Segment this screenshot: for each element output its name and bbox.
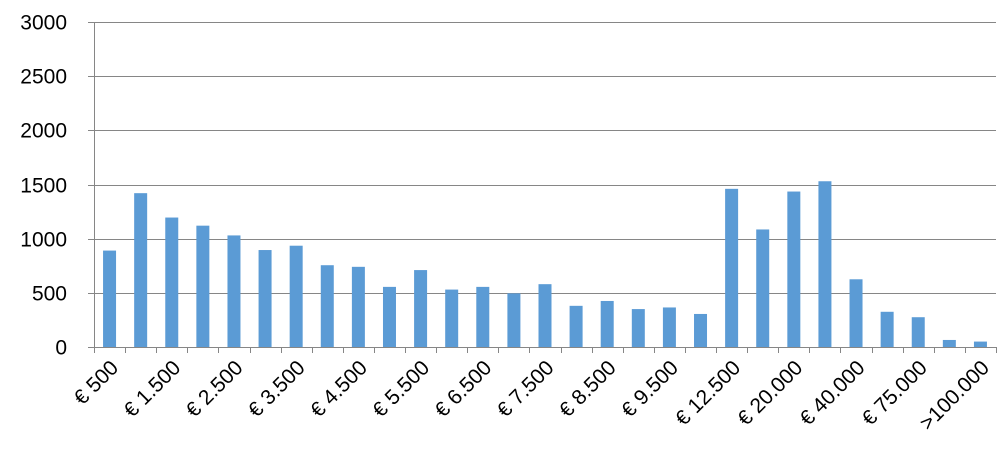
bar — [631, 309, 645, 347]
bar — [569, 305, 583, 347]
gridlines — [94, 22, 996, 294]
y-tick-label: 2000 — [20, 120, 67, 143]
y-tick-label: 2500 — [20, 66, 67, 89]
bar — [289, 245, 303, 347]
x-tick-label: € 1.500 — [119, 356, 185, 422]
x-axis-labels: € 500€ 1.500€ 2.500€ 3.500€ 4.500€ 5.500… — [70, 356, 994, 435]
bar — [414, 270, 428, 347]
bar — [942, 339, 956, 347]
y-tick-label: 1000 — [20, 229, 67, 252]
y-tick-label: 500 — [32, 283, 67, 306]
x-tick-label: € 500 — [70, 356, 123, 409]
x-tick-label: € 7.500 — [493, 356, 559, 422]
bar — [165, 217, 179, 347]
bar — [351, 266, 365, 347]
bar — [787, 191, 801, 347]
bar — [196, 225, 210, 347]
bar — [849, 279, 863, 347]
bar — [445, 289, 459, 347]
bar — [134, 193, 148, 347]
x-tick-label: € 5.500 — [368, 356, 434, 422]
bar — [538, 284, 552, 347]
bar — [258, 250, 272, 347]
y-tick-label: 0 — [55, 337, 67, 360]
bar — [320, 265, 334, 347]
bar — [725, 188, 739, 347]
x-tick-label: € 4.500 — [306, 356, 372, 422]
bars — [103, 181, 987, 348]
bar — [694, 313, 708, 347]
bar — [818, 181, 832, 347]
x-tick-label: € 6.500 — [431, 356, 497, 422]
bar — [662, 307, 676, 347]
axes — [94, 22, 997, 353]
x-tick-label: € 20.000 — [733, 356, 807, 430]
bar — [382, 286, 396, 348]
x-tick-label: € 2.500 — [182, 356, 248, 422]
y-axis-ticks: 0 500 1000 1500 2000 2500 3000 — [20, 12, 94, 360]
bar — [880, 311, 894, 347]
y-tick-label: 3000 — [20, 12, 67, 35]
x-tick-label: € 3.500 — [244, 356, 310, 422]
bar — [476, 286, 490, 348]
bar — [103, 250, 117, 347]
x-tick-label: € 8.500 — [555, 356, 621, 422]
bar — [227, 235, 241, 347]
bar — [756, 229, 770, 347]
bar — [600, 300, 614, 347]
bar — [973, 341, 987, 347]
bar — [507, 293, 521, 348]
x-tick-label: € 12.500 — [671, 356, 745, 430]
y-tick-label: 1500 — [20, 175, 67, 198]
x-tick-label: € 40.000 — [796, 356, 870, 430]
bar — [911, 317, 925, 347]
